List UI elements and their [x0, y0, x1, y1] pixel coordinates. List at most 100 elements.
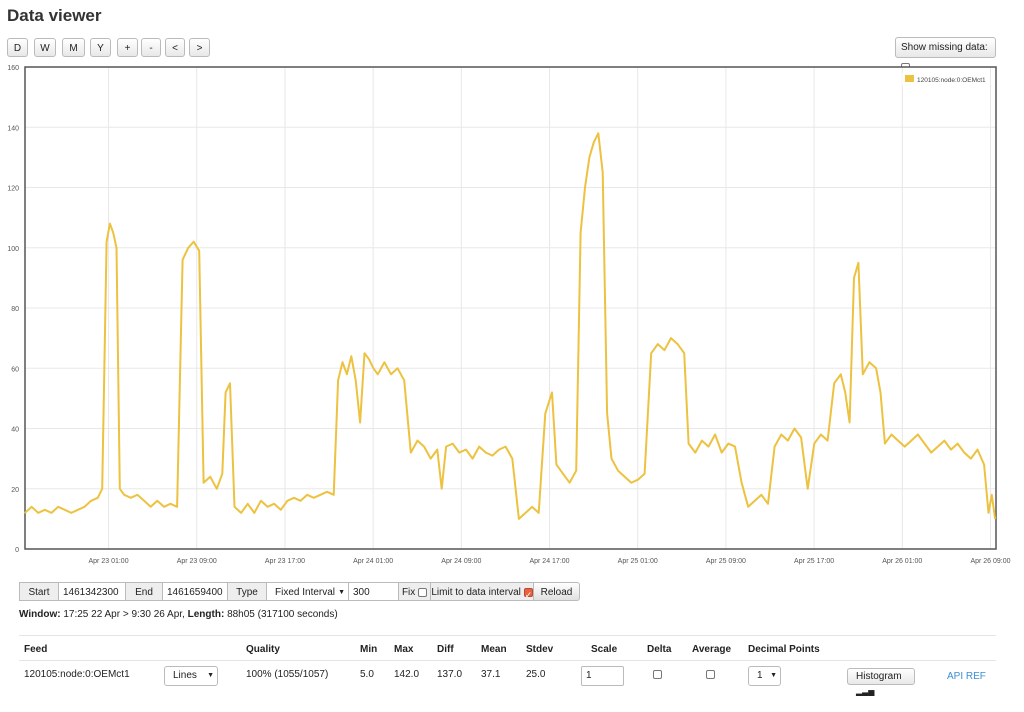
header-max: Max [394, 644, 414, 655]
average-checkbox[interactable] [706, 670, 715, 679]
data-point [465, 449, 467, 451]
data-point [584, 186, 586, 189]
data-point [904, 446, 906, 448]
data-point [109, 223, 111, 225]
data-point [156, 500, 158, 502]
data-point [216, 488, 218, 490]
plot-mode-select[interactable]: Lines ▼ [164, 666, 218, 686]
data-point [430, 458, 432, 460]
y-tick-label: 20 [11, 487, 19, 494]
data-point [115, 247, 118, 249]
fix-label: Fix [401, 587, 416, 598]
data-point [363, 352, 366, 354]
data-chart[interactable]: 0 20 40 60 80 100 120 140 160 Apr 23 01:00 Apr 23 … [0, 0, 1024, 580]
data-point [774, 446, 776, 448]
reload-button[interactable]: Reload [533, 582, 580, 601]
header-mean: Mean [481, 644, 507, 655]
data-point [617, 470, 619, 472]
data-point [844, 391, 846, 393]
data-point [163, 506, 165, 508]
data-point [383, 361, 385, 363]
data-point [701, 440, 703, 442]
data-point [610, 458, 613, 460]
data-point [300, 500, 302, 502]
stdev-value: 25.0 [526, 669, 546, 680]
data-point [280, 509, 282, 511]
data-point [868, 361, 871, 363]
data-point [350, 355, 352, 357]
pan-left-button[interactable]: < [165, 38, 185, 57]
min-value: 5.0 [360, 669, 374, 680]
data-point [511, 458, 513, 460]
data-point [472, 458, 474, 460]
header-delta: Delta [647, 644, 672, 655]
fix-checkbox[interactable] [418, 587, 428, 597]
delta-checkbox[interactable] [653, 670, 662, 679]
zoom-in-button[interactable]: + [117, 38, 138, 57]
data-point [857, 262, 860, 264]
data-point [130, 497, 132, 499]
legend-background [902, 73, 990, 85]
data-point [767, 503, 769, 505]
data-point [176, 506, 178, 508]
chart-legend: 120105:node:0:OEMct1 [902, 73, 990, 85]
data-point [403, 379, 405, 381]
pan-right-button[interactable]: > [189, 38, 210, 57]
fix-toggle[interactable]: Fix [398, 582, 431, 601]
histogram-button[interactable]: Histogram ▂▃▅ [847, 668, 915, 696]
data-point [644, 473, 646, 475]
data-point [538, 512, 540, 514]
show-missing-label: Show missing data: [901, 42, 988, 53]
month-button[interactable]: M [62, 38, 85, 57]
data-point [101, 488, 103, 490]
data-point [247, 503, 249, 505]
show-missing-data-toggle[interactable]: Show missing data: [895, 37, 996, 72]
end-input[interactable]: 1461659400 [162, 582, 228, 601]
data-point [377, 373, 379, 375]
data-point [813, 443, 815, 445]
limit-interval-toggle[interactable]: Limit to data interval [430, 582, 534, 605]
data-point [57, 506, 59, 508]
scale-input[interactable]: 1 [581, 666, 624, 686]
decimal-points-select[interactable]: 1 ▼ [748, 666, 781, 686]
window-info: Window: 17:25 22 Apr > 9:30 26 Apr, Leng… [19, 609, 338, 620]
data-point [337, 379, 339, 381]
data-point [991, 494, 993, 496]
data-point [741, 482, 743, 484]
week-button[interactable]: W [34, 38, 56, 57]
interval-input[interactable]: 300 [348, 582, 399, 601]
year-button[interactable]: Y [90, 38, 111, 57]
api-ref-link[interactable]: API REF [947, 671, 986, 682]
data-point [319, 494, 321, 496]
day-button[interactable]: D [7, 38, 28, 57]
zoom-out-button[interactable]: - [141, 38, 161, 57]
data-point [209, 476, 211, 478]
data-point [987, 512, 990, 514]
data-point [943, 440, 946, 442]
x-tick-label: Apr 26 01:00 [882, 558, 922, 565]
x-tick-label: Apr 25 17:00 [794, 558, 834, 565]
data-point [683, 352, 685, 354]
y-tick-label: 0 [15, 547, 19, 554]
data-point [187, 247, 189, 249]
x-tick-label: Apr 24 09:00 [441, 558, 481, 565]
data-point [368, 358, 370, 360]
data-point [313, 497, 315, 499]
header-quality: Quality [246, 644, 280, 655]
limit-interval-checkbox[interactable] [523, 586, 533, 605]
data-point [240, 512, 242, 514]
data-point [580, 232, 582, 234]
data-point [853, 277, 855, 279]
type-select[interactable]: Fixed Interval ▼ [266, 582, 349, 601]
data-point [97, 497, 99, 499]
data-point [930, 452, 932, 454]
data-point [760, 494, 763, 496]
start-input[interactable]: 1461342300 [58, 582, 126, 601]
length-label: Length: [187, 609, 225, 620]
data-point [694, 452, 696, 454]
data-point [390, 373, 392, 375]
data-point [182, 259, 184, 261]
data-point [884, 443, 886, 445]
x-tick-label: Apr 23 01:00 [89, 558, 129, 565]
y-tick-label: 100 [7, 246, 19, 253]
